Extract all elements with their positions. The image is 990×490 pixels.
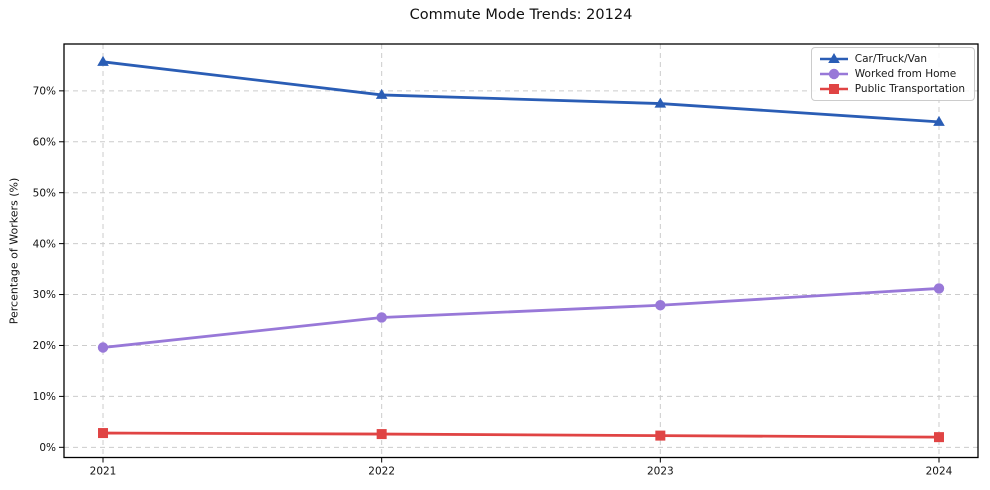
legend-marker-square-icon [819,84,848,94]
data-point-circle [828,68,839,80]
data-point-square [376,429,387,440]
data-point-square [98,428,109,439]
y-tick-label: 10% [33,391,56,403]
data-point-square [655,430,666,441]
x-tick-label: 2022 [368,466,395,478]
plot-border [63,43,979,459]
y-tick-label: 30% [33,289,56,301]
legend-item: Worked from Home [819,68,965,80]
series-line [101,287,941,349]
legend-item-label: Car/Truck/Van [854,53,928,65]
legend-marker-circle-icon [819,68,848,80]
series-line [101,431,941,439]
data-point-circle [376,312,387,323]
y-tick-label: 40% [33,238,56,250]
y-tick-label: 60% [33,136,56,148]
legend: Car/Truck/Van Worked from Home Public Tr… [810,47,975,101]
data-point-circle [655,300,666,311]
data-point-circle [933,283,945,294]
data-point-circle [97,342,109,353]
y-tick-label: 0% [39,442,56,454]
legend-marker-triangle-icon [819,53,848,63]
chart-title: Commute Mode Trends: 20124 [409,7,633,23]
legend-item-label: Worked from Home [854,68,957,80]
data-point-triangle [97,55,109,66]
x-tick-label: 2021 [90,466,117,478]
data-point-triangle [375,88,388,99]
legend-item: Public Transportation [819,83,965,95]
data-point-square [828,84,839,94]
y-tick-label: 20% [33,340,56,352]
data-point-triangle [933,115,945,126]
data-point-square [933,432,944,443]
series-circle [97,283,945,353]
legend-item: Car/Truck/Van [819,53,965,65]
data-point-triangle [827,53,840,63]
series-square [98,428,944,443]
legend-item-label: Public Transportation [854,83,965,95]
series-triangle [97,55,945,126]
series-line [101,60,941,124]
y-tick-label: 50% [33,187,56,199]
x-tick-label: 2023 [647,466,674,478]
data-point-triangle [654,97,667,108]
y-tick-label: 70% [33,86,56,98]
x-tick-label: 2024 [926,466,953,478]
